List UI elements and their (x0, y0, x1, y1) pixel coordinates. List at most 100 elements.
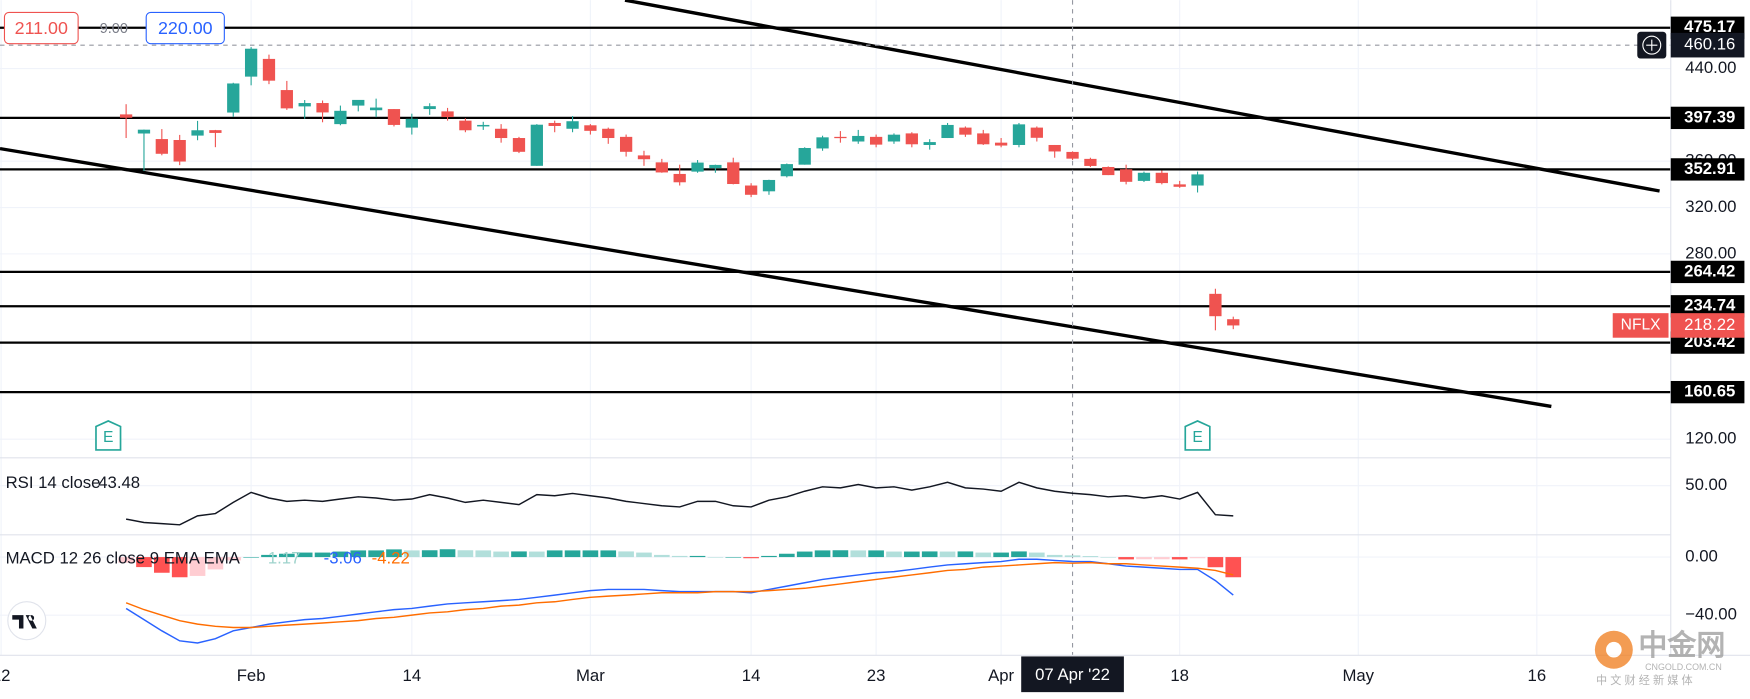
legend-value: -4.22 (372, 549, 410, 568)
histogram-bar (279, 553, 295, 558)
trend-line (0, 146, 1552, 409)
histogram-bar (1100, 557, 1117, 558)
candle-body (923, 142, 936, 145)
watermark-logo-inner (1606, 641, 1622, 658)
histogram-bar (404, 550, 420, 558)
y-tick-label: 120.00 (1685, 429, 1736, 448)
candle-body (834, 136, 847, 139)
earnings-marker[interactable] (1184, 420, 1211, 451)
candle-body (1119, 169, 1133, 182)
histogram-bar (261, 554, 277, 558)
candle-body (619, 136, 633, 152)
candle-body (852, 135, 865, 142)
candle-body (1137, 172, 1151, 181)
histogram-bar (850, 550, 867, 558)
y-tick-label: 320.00 (1685, 197, 1736, 216)
candle-body (673, 173, 686, 183)
x-tick-label: 12 (0, 666, 10, 685)
candle-body (566, 121, 579, 129)
histogram-bar (689, 555, 706, 558)
earnings-label: E (1192, 429, 1202, 446)
candle-body (637, 155, 651, 160)
sell-price: 211.00 (15, 18, 68, 38)
candle-body (155, 139, 168, 154)
histogram-bar (975, 552, 992, 558)
symbol-badge-bg (1612, 313, 1669, 338)
candle-body (941, 124, 954, 139)
rsi-line (125, 481, 1234, 526)
tradingview-logo (7, 601, 47, 641)
histogram-bar (654, 554, 670, 558)
macd-line (125, 558, 1234, 644)
histogram-bar (154, 557, 170, 573)
histogram-bar (921, 551, 938, 558)
histogram-bar (1011, 551, 1027, 558)
histogram-bar (1189, 557, 1206, 559)
level-label: 397.39 (1684, 107, 1735, 126)
candle-body (1030, 127, 1043, 138)
rsi-name: RSI 14 close (6, 473, 101, 492)
histogram-bar (314, 552, 331, 558)
histogram-bar (939, 551, 956, 558)
histogram-bar (832, 550, 849, 558)
candle-body (191, 130, 204, 136)
add-icon (1642, 35, 1662, 55)
candle-body (1048, 144, 1061, 152)
histogram-bar (296, 552, 313, 558)
candle-body (691, 162, 704, 172)
histogram-bar (118, 557, 134, 563)
histogram-bar (1136, 557, 1152, 560)
histogram-bar (618, 551, 634, 558)
candle-body (709, 164, 722, 169)
histogram-bar (136, 557, 152, 568)
histogram-bar (1046, 554, 1063, 558)
sell-box[interactable] (3, 11, 79, 45)
histogram-bar (421, 550, 438, 558)
level-label-bg (1670, 380, 1745, 404)
buy-box[interactable] (145, 11, 225, 45)
candle-body (977, 133, 990, 145)
candle-body (298, 103, 311, 107)
legend-value: -3.06 (324, 549, 362, 568)
crosshair-date: 07 Apr '22 (1035, 665, 1110, 684)
level-label-bg (1670, 260, 1745, 284)
histogram-bar (1154, 557, 1170, 560)
candle-body (905, 133, 918, 145)
buy-price: 220.00 (158, 18, 213, 38)
histogram-bar (636, 552, 652, 558)
histogram-bar (207, 557, 224, 570)
candle-body (1102, 166, 1115, 176)
candle-body (1155, 172, 1168, 184)
candle-body (137, 129, 151, 134)
histogram-bar (1029, 552, 1045, 558)
histogram-bar (368, 550, 384, 558)
axes: 12Feb14Mar1423Apr18May16440.00360.00320.… (0, 16, 1745, 693)
x-tick-label: Apr (988, 666, 1014, 685)
histogram-bar (564, 550, 581, 558)
candle-body (584, 125, 597, 131)
x-tick-label: 14 (742, 666, 761, 685)
candle-body (209, 130, 222, 133)
histogram-bar (1225, 557, 1242, 578)
histogram-bar (386, 549, 402, 558)
logo-circle (7, 601, 47, 641)
candle-body (173, 139, 186, 162)
candle-body (887, 134, 901, 142)
watermark-site: CNGOLD.COM.CN (1645, 662, 1722, 672)
histogram-bar (439, 549, 456, 558)
watermark-tagline: 中 文 财 经 新 媒 体 (1596, 673, 1693, 687)
histogram-bar (1064, 555, 1081, 558)
legend-value: 1.17 (268, 549, 301, 568)
candle-body (1012, 124, 1026, 145)
histogram-bar (511, 551, 527, 558)
candle-body (762, 179, 776, 192)
histogram-bar (814, 550, 831, 558)
candle-body (227, 83, 240, 113)
earnings-marker[interactable] (95, 420, 122, 451)
x-tick-label: 23 (867, 666, 886, 685)
x-tick-label: 18 (1170, 666, 1189, 685)
candle-body (602, 128, 615, 139)
candle-body (548, 122, 561, 126)
